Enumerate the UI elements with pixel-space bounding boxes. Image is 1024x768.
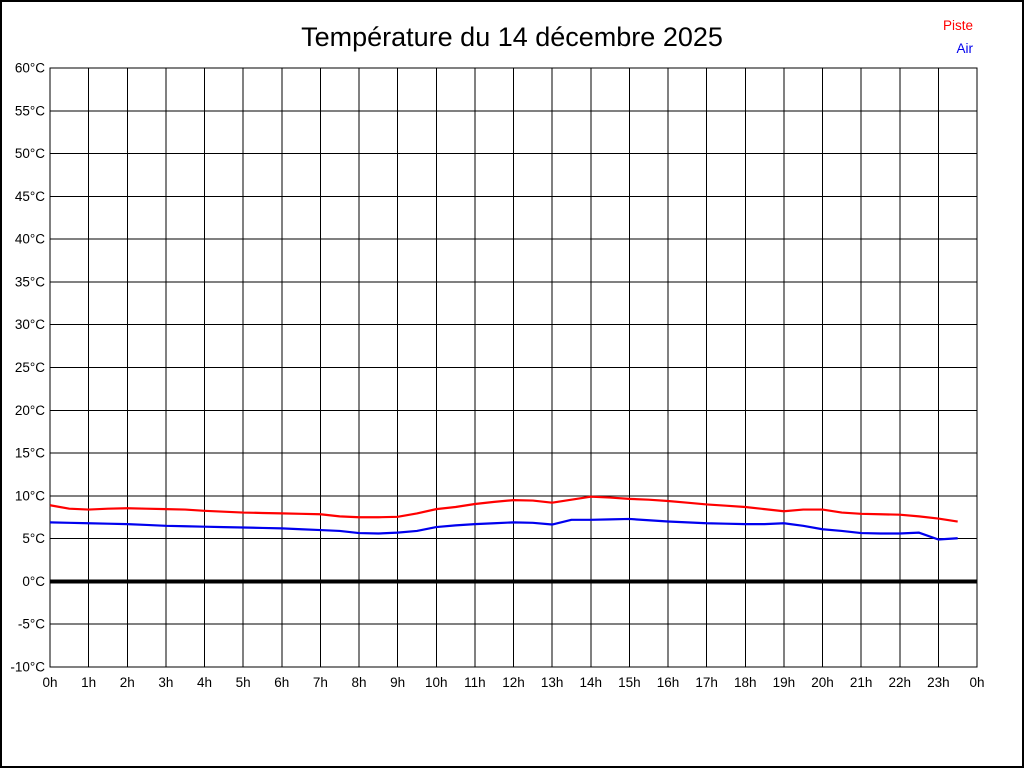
x-tick-label: 12h (502, 675, 525, 690)
x-tick-label: 9h (390, 675, 405, 690)
x-tick-label: 8h (351, 675, 366, 690)
y-tick-label: -5°C (18, 617, 45, 632)
y-tick-label: 25°C (15, 360, 45, 375)
y-tick-label: 50°C (15, 146, 45, 161)
x-tick-label: 0h (42, 675, 57, 690)
y-tick-label: 20°C (15, 403, 45, 418)
legend-item-piste: Piste (942, 18, 973, 33)
chart-title: Température du 14 décembre 2025 (301, 22, 723, 52)
x-tick-label: 2h (120, 675, 135, 690)
y-tick-label: 45°C (15, 189, 45, 204)
y-tick-label: 30°C (15, 317, 45, 332)
plot-frame (49, 67, 978, 668)
x-tick-label: 7h (313, 675, 328, 690)
y-tick-label: 55°C (15, 103, 45, 118)
x-tick-label: 3h (158, 675, 173, 690)
legend-item-air: Air (956, 41, 974, 56)
x-tick-label: 22h (888, 675, 911, 690)
y-tick-label: 10°C (15, 488, 45, 503)
y-tick-label: 0°C (22, 574, 45, 589)
x-tick-label: 11h (464, 675, 486, 690)
x-tick-label: 6h (274, 675, 289, 690)
y-tick-label: 5°C (22, 531, 45, 546)
x-tick-label: 5h (236, 675, 251, 690)
x-tick-label: 10h (425, 675, 448, 690)
y-tick-label: -10°C (10, 660, 45, 675)
x-tick-label: 13h (541, 675, 564, 690)
x-tick-label: 0h (969, 675, 984, 690)
x-tick-label: 17h (695, 675, 718, 690)
x-tick-label: 14h (579, 675, 602, 690)
y-tick-label: 40°C (15, 232, 45, 247)
chart-legend: Piste Air (943, 14, 973, 60)
y-tick-label: 60°C (15, 61, 45, 76)
series-air-line (49, 517, 958, 541)
x-tick-label: 21h (850, 675, 873, 690)
x-tick-label: 4h (197, 675, 212, 690)
x-tick-label: 19h (773, 675, 796, 690)
x-tick-label: 1h (81, 675, 96, 690)
x-tick-label: 16h (657, 675, 680, 690)
x-tick-label: 18h (734, 675, 757, 690)
y-tick-label: 15°C (15, 446, 45, 461)
x-tick-label: 20h (811, 675, 834, 690)
x-tick-label: 23h (927, 675, 950, 690)
series-piste-line (49, 495, 958, 523)
y-tick-label: 35°C (15, 274, 45, 289)
x-tick-label: 15h (618, 675, 641, 690)
